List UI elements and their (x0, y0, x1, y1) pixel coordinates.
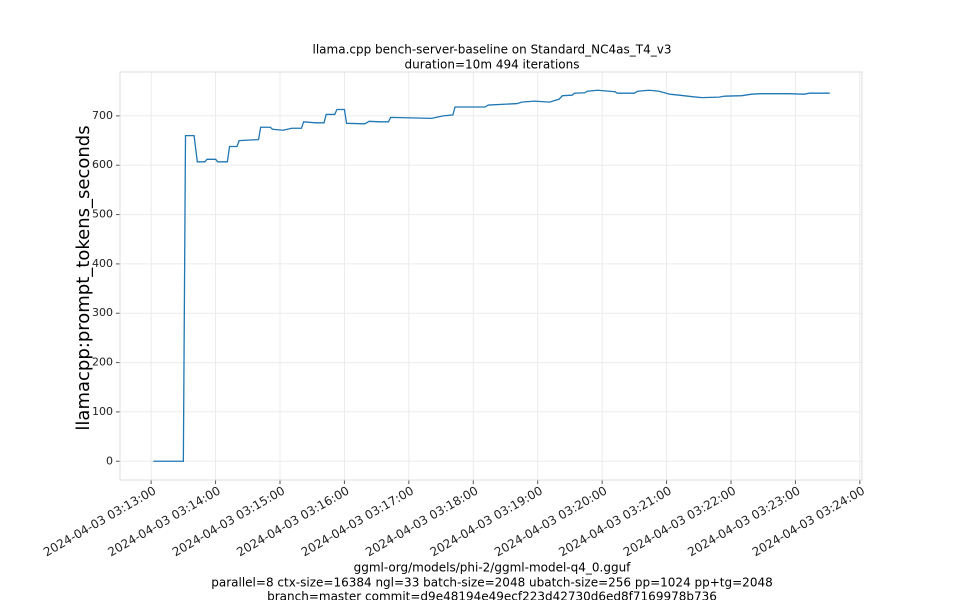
x-tick-label: 2024-04-03 03:16:00 (234, 484, 351, 560)
y-tick-label: 300 (92, 306, 113, 319)
x-tick-label: 2024-04-03 03:14:00 (105, 484, 222, 560)
x-tick-label: 2024-04-03 03:15:00 (170, 484, 287, 560)
x-tick-label: 2024-04-03 03:22:00 (621, 484, 738, 560)
x-axis-label: parallel=8 ctx-size=16384 ngl=33 batch-s… (211, 576, 772, 590)
x-tick-label: 2024-04-03 03:13:00 (41, 484, 158, 560)
y-tick-label: 600 (92, 158, 113, 171)
x-tick-label: 2024-04-03 03:21:00 (556, 484, 673, 560)
x-axis-label: branch=master commit=d9e48194e49ecf223d4… (267, 590, 717, 600)
y-tick-label: 400 (92, 257, 113, 270)
x-tick-label: 2024-04-03 03:19:00 (428, 484, 545, 560)
y-tick-label: 0 (106, 454, 113, 467)
plot-frame (119, 71, 863, 481)
x-tick-label: 2024-04-03 03:18:00 (363, 484, 480, 560)
y-tick-label: 700 (92, 109, 113, 122)
y-axis-label: llamacpp:prompt_tokens_seconds (73, 125, 94, 430)
chart-title: llama.cpp bench-server-baseline on Stand… (313, 43, 672, 57)
data-line (153, 89, 830, 462)
y-tick-label: 100 (92, 405, 113, 418)
x-tick-label: 2024-04-03 03:17:00 (299, 484, 416, 560)
x-tick-label: 2024-04-03 03:23:00 (685, 484, 802, 560)
x-axis-label: ggml-org/models/phi-2/ggml-model-q4_0.gg… (354, 561, 632, 575)
y-tick-label: 200 (92, 356, 113, 369)
chart-subtitle: duration=10m 494 iterations (405, 58, 580, 72)
x-tick-label: 2024-04-03 03:24:00 (750, 484, 867, 560)
y-tick-label: 500 (92, 208, 113, 221)
x-tick-label: 2024-04-03 03:20:00 (492, 484, 609, 560)
